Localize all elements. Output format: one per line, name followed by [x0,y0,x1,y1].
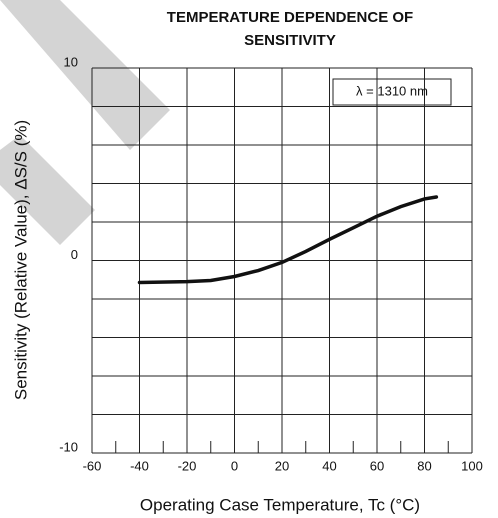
chart-title: SENSITIVITY [244,32,336,49]
y-tick-label: 10 [64,54,78,69]
watermark [0,0,170,245]
chart-title: TEMPERATURE DEPENDENCE OF [167,9,413,26]
x-tick-label: 80 [417,458,431,473]
x-tick-label: 20 [275,458,289,473]
x-tick-label: -40 [130,458,149,473]
data-line [137,195,439,285]
x-tick-label: 60 [370,458,384,473]
x-tick-label: -20 [178,458,197,473]
x-tick-label: 0 [231,458,238,473]
x-tick-label: -60 [83,458,102,473]
x-tick-label: 40 [322,458,336,473]
annotation-box [332,78,452,106]
x-tick-label: 100 [461,458,483,473]
y-tick-label: 0 [71,247,78,262]
y-tick-label: -10 [59,439,78,454]
y-axis-label: Sensitivity (Relative Value), ΔS/S (%) [11,120,30,400]
x-axis-label: Operating Case Temperature, Tc (°C) [140,495,420,514]
annotation: λ = 1310 nm [356,83,428,98]
